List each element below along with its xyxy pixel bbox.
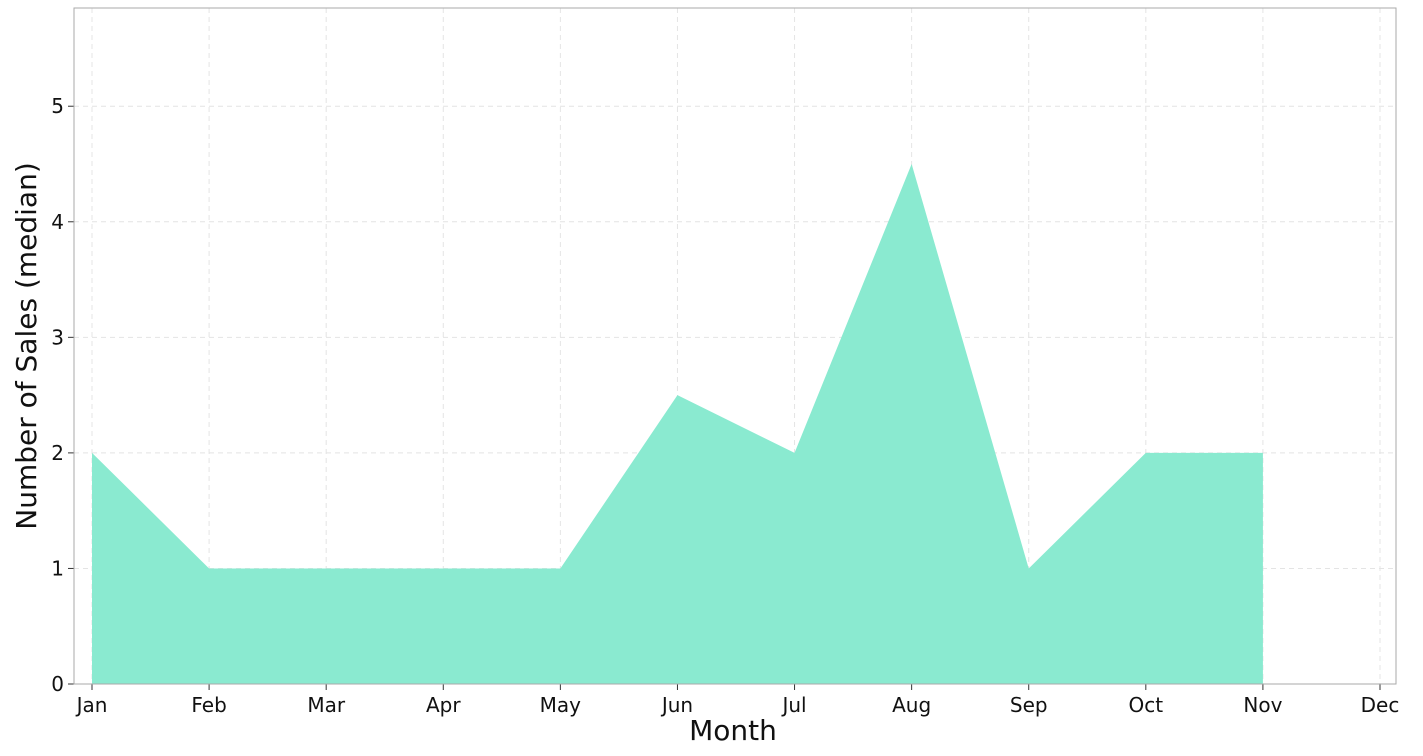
x-tick-label: Mar [307, 693, 346, 717]
x-tick-label: May [540, 693, 582, 717]
x-tick-label: Jul [780, 693, 806, 717]
plot-frame [73, 7, 1397, 685]
y-tick-label: 4 [51, 210, 64, 234]
x-tick-label: Feb [191, 693, 226, 717]
y-tick-label: 5 [51, 94, 64, 118]
x-tick-label: Oct [1129, 693, 1164, 717]
y-axis-title: Number of Sales (median) [10, 162, 43, 530]
x-tick-label: Jan [75, 693, 108, 717]
y-tick-label: 0 [51, 672, 64, 696]
y-tick-label: 1 [51, 556, 64, 580]
x-tick-label: Dec [1361, 693, 1400, 717]
y-tick-label: 3 [51, 325, 64, 349]
x-tick-label: Sep [1010, 693, 1048, 717]
x-tick-label: Aug [892, 693, 931, 717]
area [92, 164, 1263, 684]
y-tick-label: 2 [51, 441, 64, 465]
x-tick-label: Nov [1243, 693, 1282, 717]
x-tick-label: Apr [426, 693, 461, 717]
x-axis-title: Month [689, 714, 777, 747]
x-tick-label: Jun [660, 693, 693, 717]
